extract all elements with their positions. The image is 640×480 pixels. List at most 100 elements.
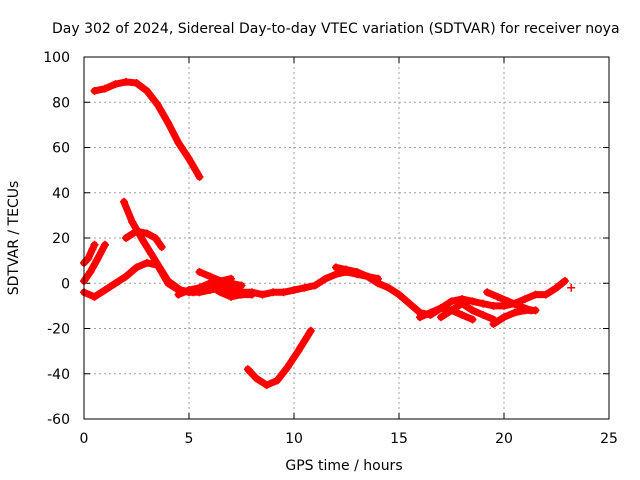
- data-point: [227, 274, 235, 283]
- data-point: [468, 306, 477, 315]
- data-point: [468, 297, 477, 306]
- data-point: [560, 276, 569, 285]
- data-point: [122, 77, 130, 86]
- data-point: [500, 313, 508, 322]
- tick-labels: 0 5 10 15 20 25 -60 -40 -20 0 20 40 60 80 100: [43, 50, 618, 447]
- data-point: [216, 288, 225, 297]
- data-point: [374, 274, 382, 283]
- data-point: [405, 299, 414, 308]
- series-trace: [244, 327, 315, 389]
- data-point: [489, 301, 498, 310]
- series-trace: [91, 78, 203, 181]
- series-arc-low: [243, 326, 315, 390]
- data-point: [342, 265, 351, 274]
- y-tick-label: -40: [47, 367, 70, 383]
- data-point: [542, 290, 550, 299]
- x-axis-label: GPS time / hours: [285, 458, 402, 474]
- x-tick-label: 20: [495, 431, 513, 447]
- data-point: [237, 281, 246, 290]
- data-layer: [80, 77, 576, 390]
- series-spike-b: [122, 227, 166, 252]
- data-point: [521, 295, 529, 304]
- data-point: [269, 288, 277, 297]
- data-point: [332, 263, 340, 272]
- data-point: [143, 229, 151, 238]
- data-point: [416, 313, 424, 322]
- data-point: [84, 254, 93, 263]
- data-point: [227, 286, 235, 295]
- data-point: [101, 240, 109, 249]
- series-arc-high: [90, 77, 204, 181]
- data-point: [88, 245, 97, 254]
- data-point: [447, 306, 456, 315]
- data-point: [206, 272, 214, 281]
- data-point: [437, 304, 445, 313]
- data-point: [479, 310, 487, 319]
- data-point: [153, 261, 162, 270]
- data-point: [437, 313, 445, 322]
- x-tick-label: 5: [185, 431, 194, 447]
- y-tick-label: 40: [52, 186, 70, 202]
- series-branch-c: [174, 274, 235, 299]
- data-point: [216, 276, 225, 285]
- data-point: [311, 281, 319, 290]
- data-point: [164, 279, 172, 288]
- data-point: [122, 272, 130, 281]
- data-point: [321, 274, 330, 283]
- data-point: [185, 286, 193, 295]
- data-point: [138, 236, 147, 245]
- data-point: [195, 283, 204, 292]
- data-point: [363, 272, 372, 281]
- data-point: [447, 297, 456, 306]
- data-point: [283, 362, 292, 371]
- data-point: [111, 279, 120, 288]
- data-point: [174, 138, 183, 147]
- data-point: [119, 197, 128, 206]
- data-point: [384, 283, 393, 292]
- data-point: [151, 234, 160, 242]
- series-branch-h: [489, 306, 540, 328]
- data-point: [101, 286, 109, 295]
- data-point: [290, 286, 298, 295]
- series-rise-b: [80, 240, 109, 285]
- data-point: [90, 86, 99, 95]
- series-trace: [80, 241, 98, 267]
- data-point: [122, 234, 130, 242]
- data-point: [248, 290, 256, 299]
- series-trace: [437, 300, 497, 323]
- data-point: [206, 279, 214, 288]
- series-branch-d: [332, 263, 382, 283]
- x-tick-label: 0: [80, 431, 89, 447]
- data-point: [195, 267, 204, 276]
- data-point: [531, 306, 540, 315]
- series-trace: [80, 241, 109, 285]
- data-point: [306, 326, 315, 335]
- data-point: [504, 297, 513, 306]
- data-point: [86, 267, 95, 276]
- data-point: [521, 306, 529, 315]
- data-point: [531, 290, 540, 299]
- data-point: [132, 263, 141, 272]
- data-point: [510, 308, 519, 317]
- data-point: [243, 365, 252, 374]
- data-point: [468, 315, 477, 324]
- data-point: [426, 308, 435, 317]
- data-point: [185, 154, 193, 163]
- series-trace: [416, 304, 476, 323]
- data-point: [552, 283, 561, 292]
- data-point: [252, 374, 261, 383]
- series-main: [80, 258, 569, 319]
- x-tick-label: 10: [285, 431, 303, 447]
- data-point: [164, 118, 172, 127]
- data-point: [279, 288, 288, 297]
- data-point: [92, 256, 101, 265]
- data-point: [157, 243, 166, 252]
- y-tick-label: -20: [47, 322, 70, 338]
- data-point: [111, 80, 120, 89]
- data-point: [458, 299, 466, 308]
- data-point: [479, 299, 487, 308]
- series-isolated: [567, 283, 576, 292]
- data-point: [483, 288, 492, 297]
- data-point: [90, 240, 99, 249]
